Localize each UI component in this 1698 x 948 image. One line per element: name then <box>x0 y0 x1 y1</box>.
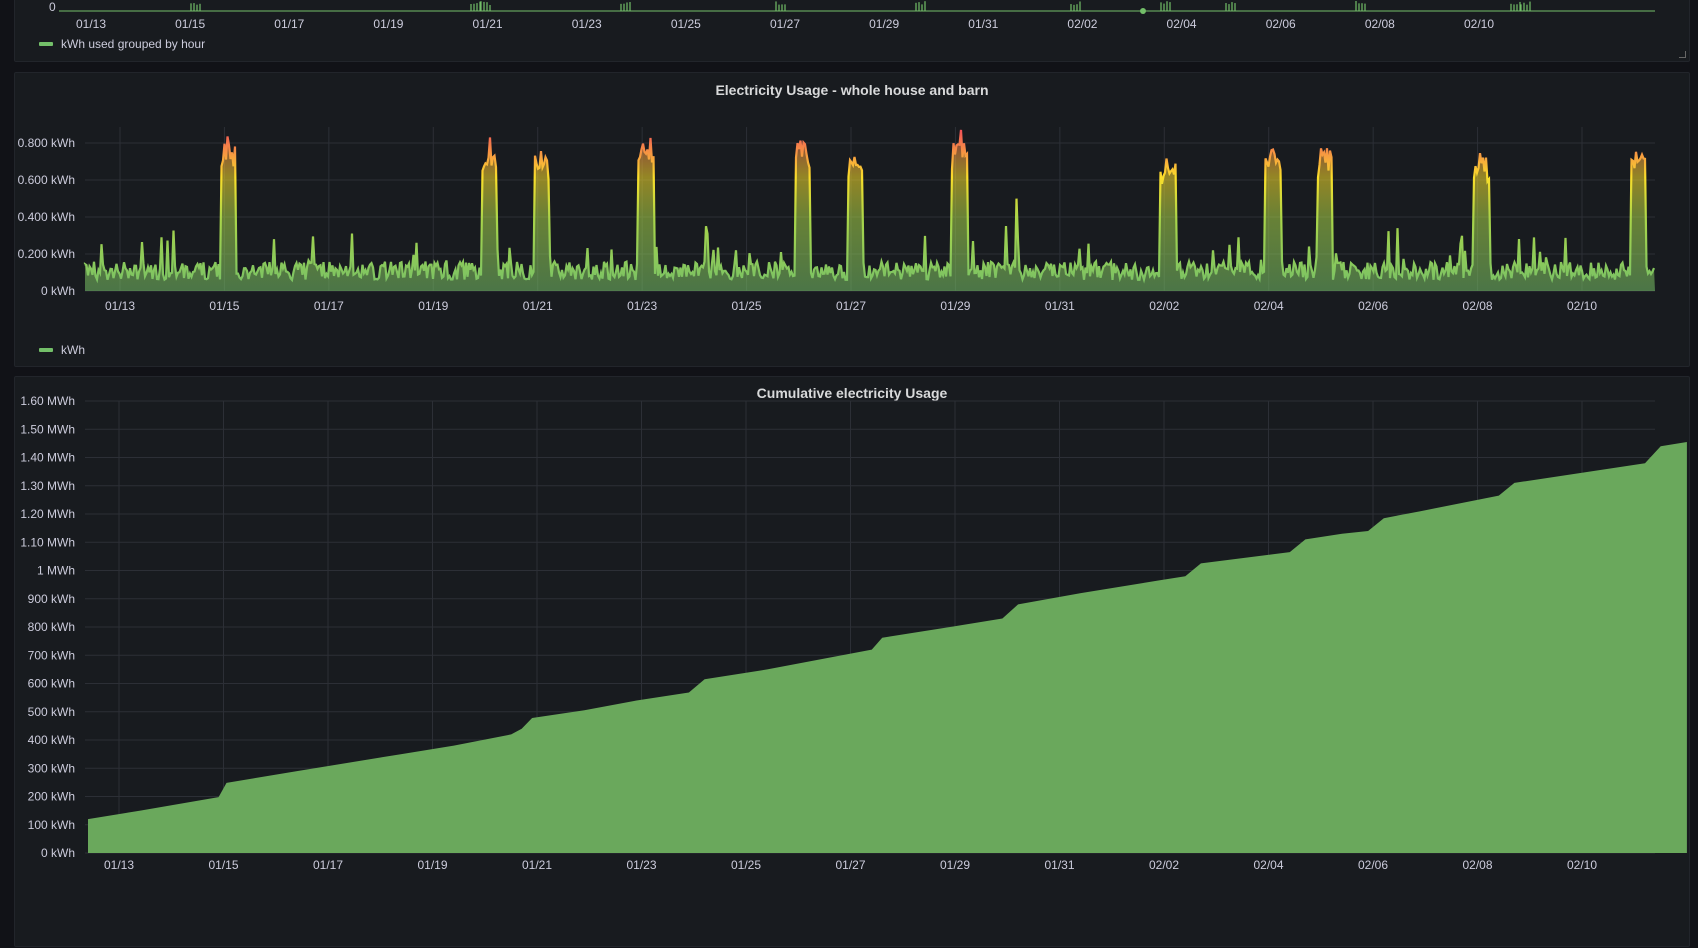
cumulative-x-tick: 01/15 <box>208 858 238 872</box>
hourly-x-tick: 02/08 <box>1365 17 1395 31</box>
hourly-x-tick: 02/04 <box>1167 17 1197 31</box>
cumulative-x-tick: 01/17 <box>313 858 343 872</box>
hourly-x-tick: 02/10 <box>1464 17 1494 31</box>
hourly-legend[interactable]: kWh used grouped by hour <box>39 37 205 51</box>
cumulative-usage-chart: 0 kWh 100 kWh 200 kWh 300 kWh 400 kWh 500 kWh… <box>20 394 1687 872</box>
usage-x-tick: 01/25 <box>732 299 762 313</box>
usage-panel-title[interactable]: Electricity Usage - whole house and barn <box>715 82 989 98</box>
usage-y-tick: 0.600 kWh <box>18 173 75 187</box>
cumulative-x-tick: 01/31 <box>1044 858 1074 872</box>
usage-x-tick: 01/31 <box>1045 299 1075 313</box>
hourly-x-tick: 01/21 <box>473 17 503 31</box>
hourly-x-tick: 01/17 <box>274 17 304 31</box>
usage-x-tick: 01/19 <box>418 299 448 313</box>
usage-x-tick: 01/23 <box>627 299 657 313</box>
usage-y-tick: 0 kWh <box>41 284 75 298</box>
hourly-x-tick: 01/27 <box>770 17 800 31</box>
cumulative-y-tick: 1.40 MWh <box>20 451 75 465</box>
hourly-y-tick: 0 <box>49 0 56 14</box>
hourly-x-tick: 01/23 <box>572 17 602 31</box>
cumulative-y-tick: 200 kWh <box>28 790 75 804</box>
usage-x-tick: 02/10 <box>1567 299 1597 313</box>
usage-x-tick: 01/15 <box>209 299 239 313</box>
usage-x-tick: 01/21 <box>523 299 553 313</box>
cumulative-x-tick: 02/04 <box>1253 858 1283 872</box>
usage-y-tick: 0.800 kWh <box>18 136 75 150</box>
usage-x-tick: 01/27 <box>836 299 866 313</box>
cumulative-x-tick: 01/21 <box>522 858 552 872</box>
hourly-legend-label: kWh used grouped by hour <box>61 37 206 51</box>
usage-x-tick: 02/04 <box>1254 299 1284 313</box>
hover-point <box>1140 8 1146 14</box>
cumulative-y-tick: 700 kWh <box>28 648 75 662</box>
usage-x-tick: 01/29 <box>940 299 970 313</box>
cumulative-x-tick: 01/25 <box>731 858 761 872</box>
cumulative-x-tick: 02/10 <box>1567 858 1597 872</box>
cumulative-x-tick: 02/08 <box>1462 858 1492 872</box>
electricity-usage-panel: Electricity Usage - whole house and barn… <box>14 72 1690 367</box>
cumulative-y-tick: 300 kWh <box>28 761 75 775</box>
cumulative-x-tick: 01/27 <box>835 858 865 872</box>
usage-y-tick: 0.400 kWh <box>18 210 75 224</box>
hourly-x-tick: 01/19 <box>373 17 403 31</box>
usage-x-tick: 01/17 <box>314 299 344 313</box>
cumulative-y-tick: 900 kWh <box>28 592 75 606</box>
usage-x-tick: 02/06 <box>1358 299 1388 313</box>
cumulative-y-tick: 800 kWh <box>28 620 75 634</box>
cumulative-x-tick: 01/23 <box>626 858 656 872</box>
hourly-x-tick: 01/15 <box>175 17 205 31</box>
cumulative-y-tick: 1.60 MWh <box>20 394 75 408</box>
cumulative-x-tick: 02/02 <box>1149 858 1179 872</box>
legend-swatch-icon <box>39 348 53 352</box>
cumulative-y-tick: 400 kWh <box>28 733 75 747</box>
hourly-x-tick: 02/06 <box>1266 17 1296 31</box>
cumulative-y-tick: 1.30 MWh <box>20 479 75 493</box>
resize-handle-icon[interactable] <box>1679 51 1686 58</box>
cumulative-x-tick: 01/19 <box>417 858 447 872</box>
electricity-usage-chart: 0 kWh 0.200 kWh 0.400 kWh 0.600 kWh 0.800 kW… <box>18 127 1656 313</box>
hourly-x-tick: 02/02 <box>1067 17 1097 31</box>
usage-legend-label: kWh <box>61 343 85 357</box>
usage-line-kwh[interactable] <box>83 129 1656 284</box>
hourly-usage-chart: 0 01/13 01/15 01/17 01/19 01/21 01/23 01/25 01/2… <box>49 0 1655 31</box>
cumulative-y-tick: 1.10 MWh <box>20 535 75 549</box>
usage-legend[interactable]: kWh <box>39 343 85 357</box>
cumulative-y-tick: 1.50 MWh <box>20 422 75 436</box>
cumulative-area[interactable] <box>88 442 1687 853</box>
hourly-x-tick: 01/29 <box>869 17 899 31</box>
hourly-x-tick: 01/31 <box>968 17 998 31</box>
hourly-usage-panel: 0 01/13 01/15 01/17 01/19 01/21 01/23 01/25 01/2… <box>14 0 1690 62</box>
usage-x-tick: 01/13 <box>105 299 135 313</box>
cumulative-x-tick: 02/06 <box>1358 858 1388 872</box>
hourly-x-tick: 01/13 <box>76 17 106 31</box>
cumulative-y-tick: 600 kWh <box>28 677 75 691</box>
usage-x-tick: 02/08 <box>1463 299 1493 313</box>
cumulative-panel-title[interactable]: Cumulative electricity Usage <box>756 385 948 401</box>
usage-x-tick: 02/02 <box>1149 299 1179 313</box>
cumulative-x-tick: 01/29 <box>940 858 970 872</box>
cumulative-y-tick: 100 kWh <box>28 818 75 832</box>
legend-swatch-icon <box>39 42 53 46</box>
hourly-x-tick: 01/25 <box>671 17 701 31</box>
cumulative-usage-panel: Cumulative electricity Usage 0 kWh 100 kW… <box>14 376 1690 947</box>
cumulative-y-tick: 1 MWh <box>37 564 75 578</box>
cumulative-y-tick: 1.20 MWh <box>20 507 75 521</box>
cumulative-x-tick: 01/13 <box>104 858 134 872</box>
cumulative-y-tick: 500 kWh <box>28 705 75 719</box>
usage-y-tick: 0.200 kWh <box>18 247 75 261</box>
cumulative-y-tick: 0 kWh <box>41 846 75 860</box>
